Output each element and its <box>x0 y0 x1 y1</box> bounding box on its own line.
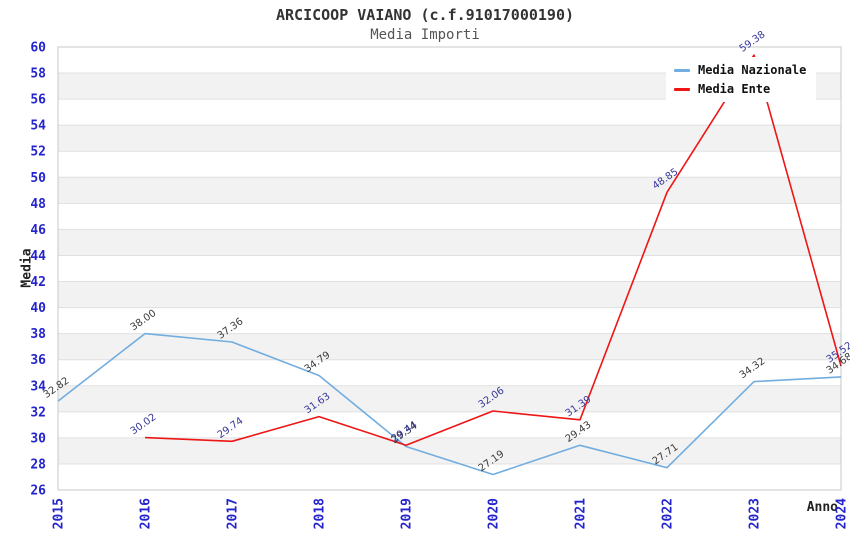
legend: Media Nazionale Media Ente <box>666 57 817 102</box>
plot-stripe <box>58 359 841 386</box>
plot-stripe <box>58 437 841 464</box>
legend-label-ente: Media Ente <box>698 82 771 96</box>
y-tick-label: 34 <box>30 379 46 394</box>
x-tick-label: 2024 <box>835 498 850 529</box>
plot-stripe <box>58 151 841 178</box>
y-tick-label: 44 <box>30 249 46 264</box>
legend-item-media-ente: Media Ente <box>674 82 806 96</box>
legend-swatch-ente-icon <box>674 87 690 91</box>
y-tick-label: 48 <box>30 197 46 212</box>
legend-swatch-nazionale-icon <box>674 68 690 72</box>
y-tick-label: 52 <box>30 145 46 160</box>
plot-stripe <box>58 125 841 152</box>
plot-border <box>57 46 842 491</box>
legend-label-nazionale: Media Nazionale <box>698 63 807 77</box>
plot-stripe <box>58 411 841 438</box>
y-tick-label: 54 <box>30 119 46 134</box>
plot-stripe <box>58 281 841 308</box>
y-tick-label: 32 <box>30 405 46 420</box>
x-tick-label: 2015 <box>52 498 67 529</box>
plot-stripe <box>58 463 841 490</box>
x-tick-label: 2022 <box>661 498 676 529</box>
y-tick-label: 56 <box>30 93 46 108</box>
plot-stripe <box>58 385 841 412</box>
chart-subtitle: Media Importi <box>370 27 480 43</box>
x-tick-label: 2017 <box>226 498 241 529</box>
chart-title: ARCICOOP VAIANO (c.f.91017000190) <box>275 6 574 24</box>
y-tick-label: 46 <box>30 223 46 238</box>
y-tick-label: 58 <box>30 67 46 82</box>
y-tick-label: 36 <box>30 353 46 368</box>
y-tick-label: 28 <box>30 457 46 472</box>
y-tick-label: 40 <box>30 301 46 316</box>
plot-stripe <box>58 333 841 360</box>
x-tick-label: 2019 <box>400 498 415 529</box>
legend-item-media-nazionale: Media Nazionale <box>674 63 806 77</box>
y-tick-label: 60 <box>30 41 46 56</box>
x-tick-label: 2021 <box>574 498 589 529</box>
plot-stripe <box>58 229 841 256</box>
plot-stripe <box>58 203 841 230</box>
y-tick-label: 38 <box>30 327 46 342</box>
x-axis-title: Anno <box>806 500 838 515</box>
y-tick-label: 30 <box>30 431 46 446</box>
series-line-media-nazionale <box>57 332 842 476</box>
x-tick-label: 2018 <box>313 498 328 529</box>
plot-stripe <box>58 99 841 126</box>
y-tick-label: 50 <box>30 171 46 186</box>
y-tick-label: 26 <box>30 484 46 499</box>
x-tick-label: 2016 <box>139 498 154 529</box>
x-tick-label: 2020 <box>487 498 502 529</box>
plot-stripe <box>58 177 841 204</box>
y-tick-label: 42 <box>30 275 46 290</box>
plot-stripe <box>58 307 841 334</box>
x-tick-label: 2023 <box>748 498 763 529</box>
plot-stripe <box>58 255 841 282</box>
